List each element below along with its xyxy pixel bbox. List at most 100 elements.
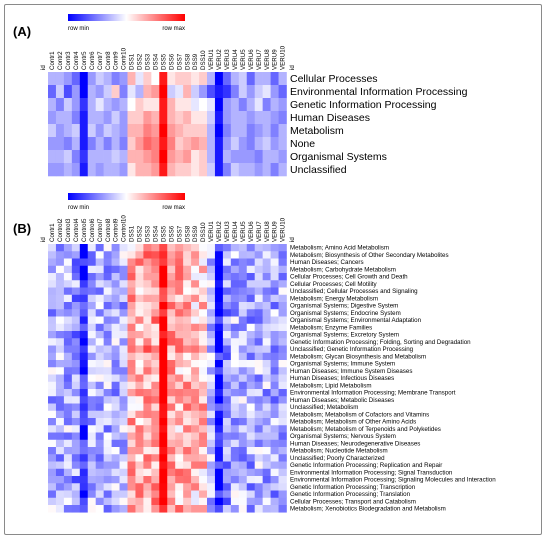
heatmap-cell <box>71 432 81 441</box>
heatmap-cell <box>95 98 104 112</box>
heatmap-cell <box>159 302 168 310</box>
heatmap-cell <box>246 418 255 426</box>
heatmap-cell <box>55 483 65 491</box>
heatmap-cell <box>79 98 89 112</box>
heatmap-cell <box>270 396 279 404</box>
heatmap-cell <box>103 124 112 138</box>
heatmap-cell <box>119 150 128 164</box>
heatmap-cell <box>254 273 263 281</box>
heatmap-cell <box>159 323 168 332</box>
heatmap-cell <box>214 265 224 274</box>
heatmap-cell <box>175 316 184 325</box>
heatmap-cell <box>167 273 176 281</box>
heatmap-cell <box>199 111 208 125</box>
column-label: VERU1 <box>208 221 215 242</box>
heatmap-cell <box>191 447 200 455</box>
heatmap-cell <box>143 367 152 375</box>
heatmap-cell <box>191 323 200 332</box>
heatmap-cell <box>254 360 263 368</box>
heatmap-cell <box>199 98 208 112</box>
colorbar-min-label-a: row min <box>68 26 89 32</box>
row-label: Organismal Systems; Endocrine System <box>290 310 401 317</box>
column-label: DSS10 <box>200 50 207 70</box>
heatmap-cell <box>143 137 152 151</box>
heatmap-cell <box>143 265 152 274</box>
heatmap-cell <box>270 150 279 164</box>
heatmap-cell <box>103 265 112 274</box>
heatmap-cell <box>230 418 240 426</box>
row-label: Metabolism; Metabolism of Cofactors and … <box>290 411 429 418</box>
heatmap-cell <box>246 163 255 177</box>
heatmap-cell <box>87 476 96 484</box>
heatmap-cell <box>103 98 112 112</box>
heatmap-cell <box>199 345 208 354</box>
heatmap-cell <box>207 352 216 361</box>
heatmap-cell <box>71 447 81 455</box>
heatmap-cell <box>71 302 81 310</box>
heatmap-cell <box>222 447 232 455</box>
heatmap-cell <box>135 316 144 325</box>
heatmap-cell <box>214 505 224 513</box>
heatmap-cell <box>238 476 248 484</box>
heatmap-cell <box>254 410 263 419</box>
heatmap-cell <box>183 85 192 99</box>
heatmap-cell <box>191 302 200 310</box>
heatmap-cell <box>143 432 152 441</box>
heatmap-cell <box>119 124 128 138</box>
heatmap-cell <box>127 461 136 470</box>
heatmap-cell <box>199 505 208 513</box>
heatmap-cell <box>214 454 224 462</box>
heatmap-cell <box>87 163 96 177</box>
heatmap-cell <box>167 461 176 470</box>
heatmap-cell <box>103 163 112 177</box>
column-label: VERU2 <box>216 221 223 242</box>
heatmap-cell <box>222 454 232 462</box>
heatmap-cell <box>103 137 112 151</box>
heatmap-cell <box>55 374 65 383</box>
heatmap-cell <box>48 345 57 354</box>
heatmap-cell <box>254 331 263 339</box>
heatmap-cell <box>207 505 216 513</box>
heatmap-cell <box>48 309 57 317</box>
heatmap-cell <box>167 294 176 303</box>
heatmap-cell <box>127 244 136 252</box>
heatmap-cell <box>71 72 81 86</box>
heatmap-cell <box>238 505 248 513</box>
heatmap-cell <box>175 374 184 383</box>
heatmap-cell <box>207 476 216 484</box>
heatmap-cell <box>55 403 65 412</box>
heatmap-cell <box>230 150 240 164</box>
heatmap-cell <box>222 163 232 177</box>
heatmap-cell <box>151 316 160 325</box>
heatmap-cell <box>95 389 104 397</box>
heatmap-cell <box>127 85 136 99</box>
heatmap-cell <box>79 352 89 361</box>
heatmap-cell <box>119 345 128 354</box>
panel-label-a: (A) <box>13 24 31 39</box>
heatmap-cell <box>207 432 216 441</box>
heatmap-cell <box>175 273 184 281</box>
heatmap-cell <box>278 483 287 491</box>
heatmap-cell <box>262 352 271 361</box>
heatmap-cell <box>214 439 224 448</box>
heatmap-cell <box>55 309 65 317</box>
heatmap-cell <box>207 490 216 499</box>
heatmap-cell <box>151 396 160 404</box>
heatmap-cell <box>71 396 81 404</box>
heatmap-cell <box>230 265 240 274</box>
heatmap-cell <box>127 432 136 441</box>
heatmap-cell <box>111 72 120 86</box>
heatmap-cell <box>199 338 208 346</box>
heatmap-cell <box>175 490 184 499</box>
heatmap-cell <box>95 447 104 455</box>
heatmap-cell <box>63 461 73 470</box>
heatmap-cell <box>95 468 104 477</box>
column-label: VERU6 <box>248 221 255 242</box>
colorbar-b <box>68 193 185 200</box>
heatmap-cell <box>183 454 192 462</box>
heatmap-cell <box>270 432 279 441</box>
heatmap-cell <box>79 280 89 288</box>
heatmap-cell <box>63 360 73 368</box>
heatmap-cell <box>222 381 232 390</box>
heatmap-cell <box>175 439 184 448</box>
